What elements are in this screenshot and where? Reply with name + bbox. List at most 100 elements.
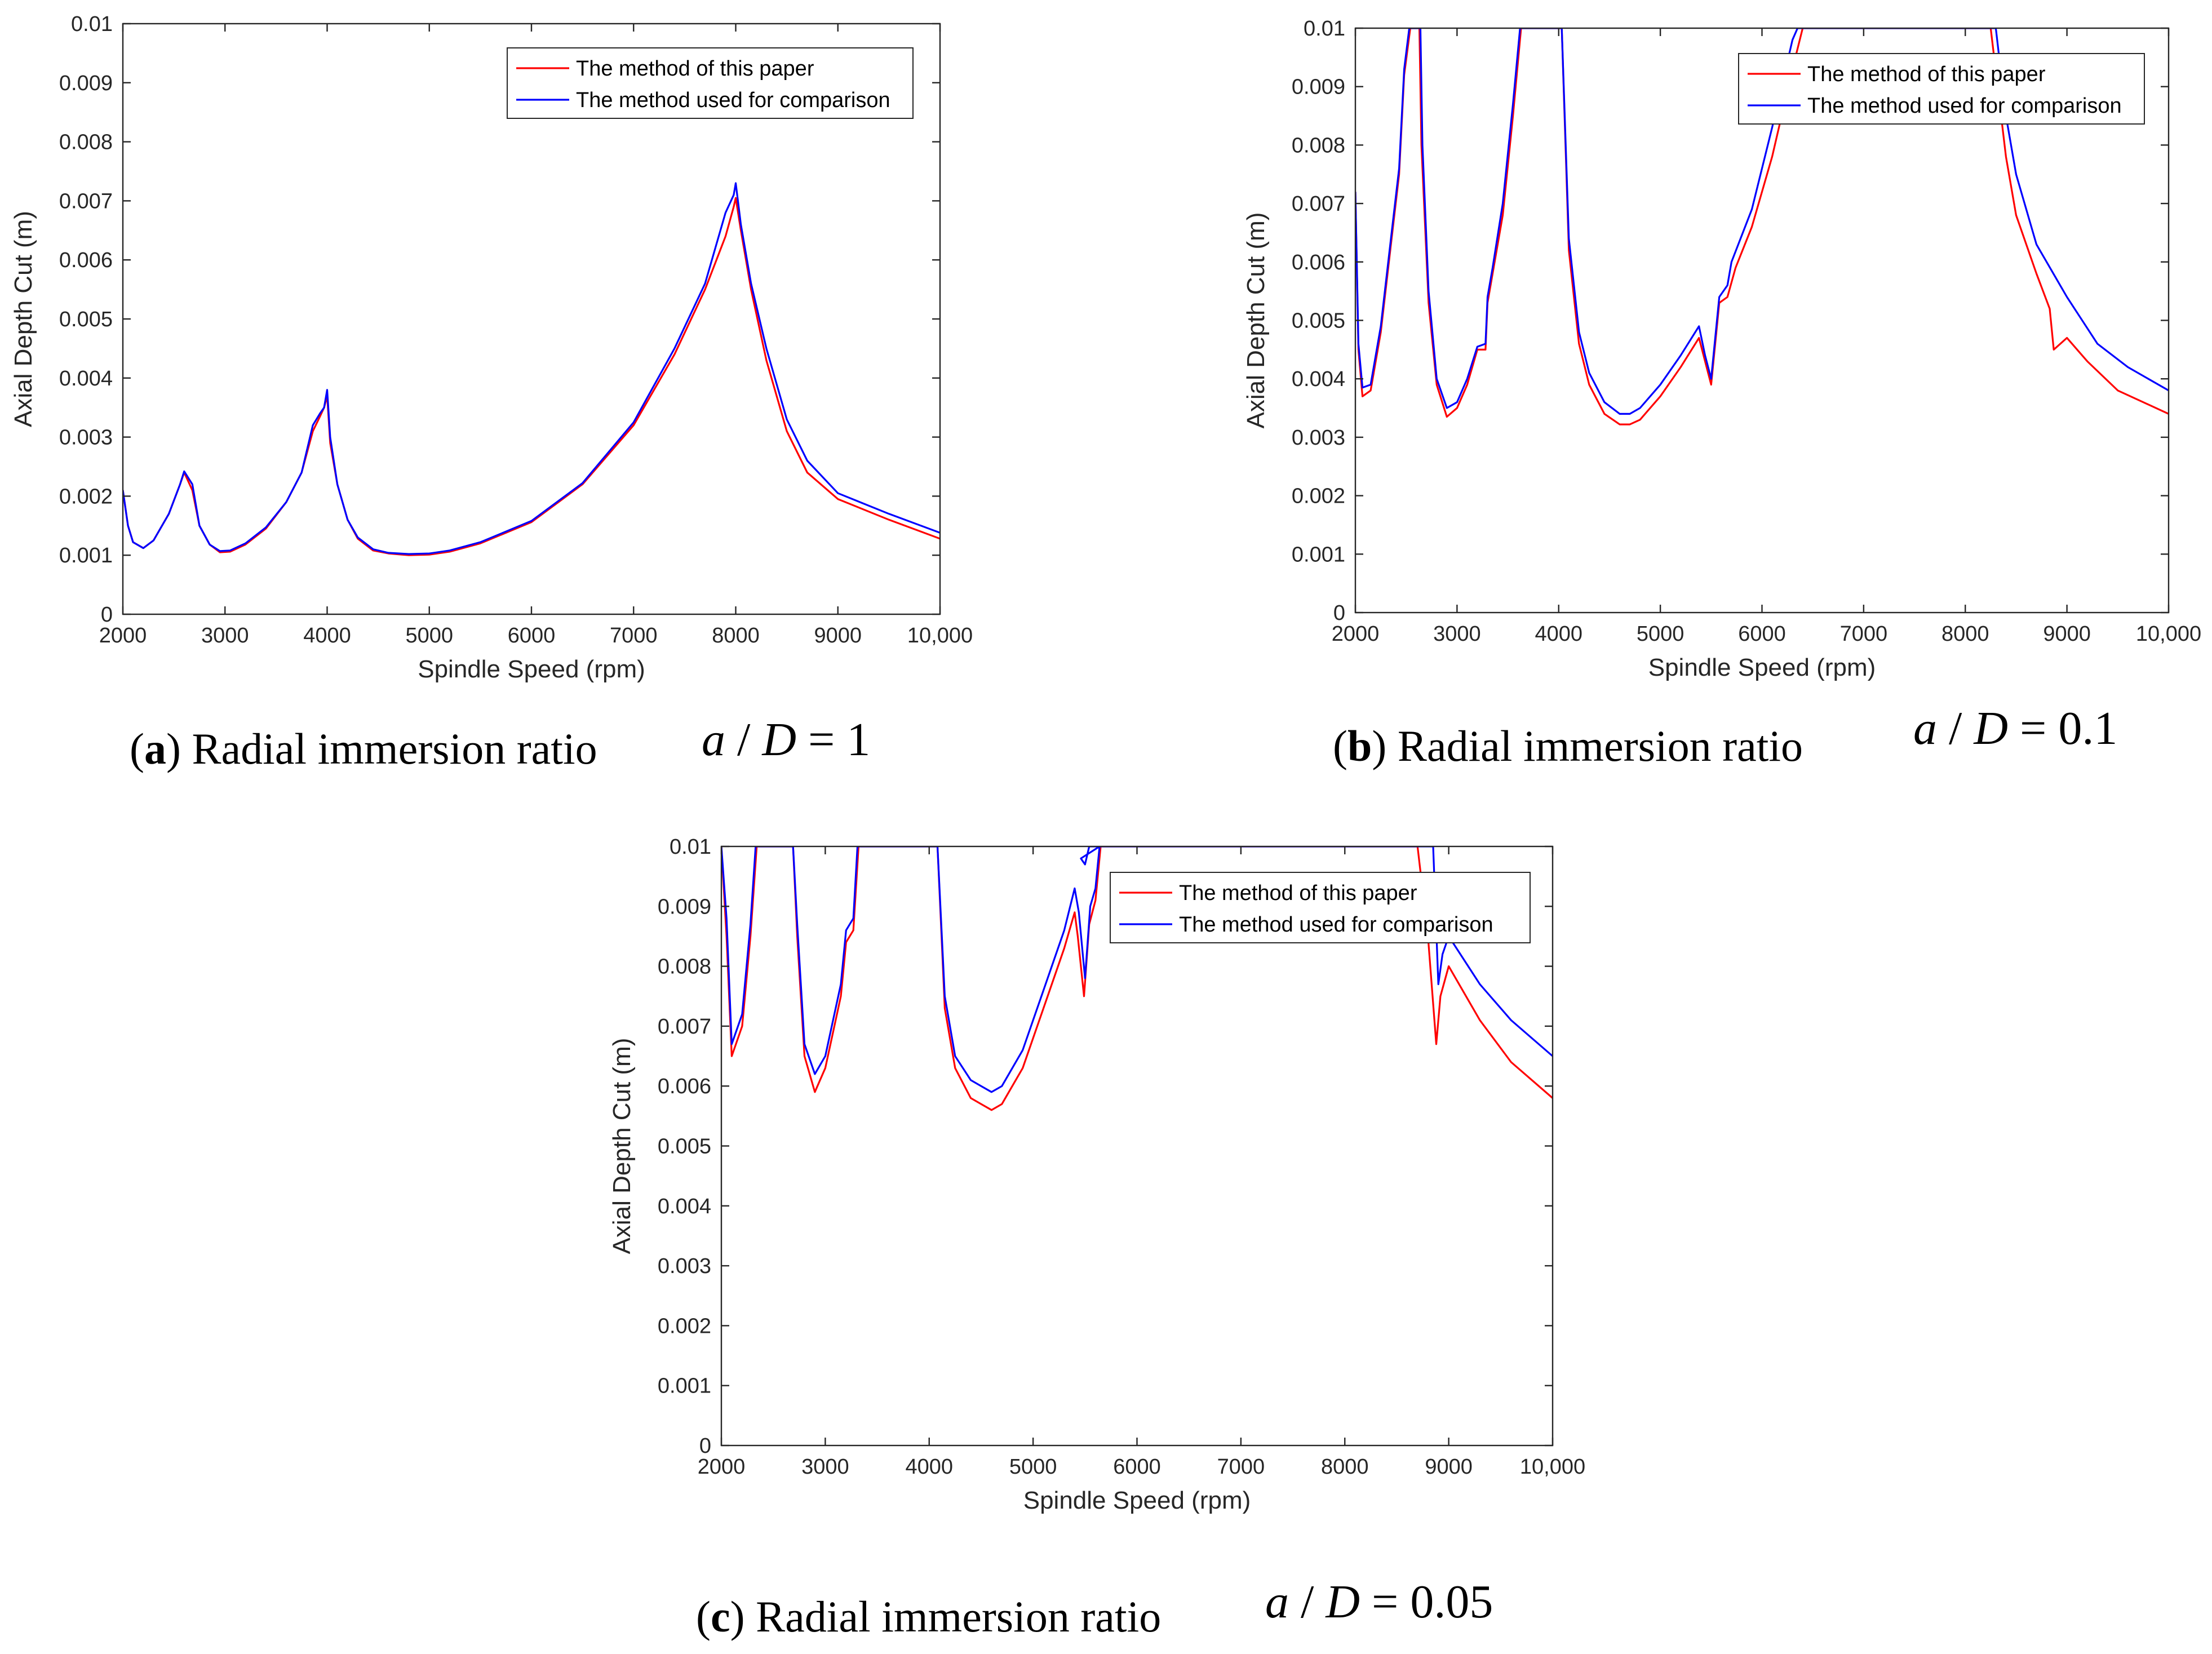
panel-c-y-tick-label: 0.002 — [658, 1314, 711, 1338]
panel-b-x-tick-label: 3000 — [1433, 622, 1481, 646]
panel-b-legend-label: The method of this paper — [1807, 63, 2046, 86]
panel-c-legend-box — [1110, 872, 1531, 943]
panel-a-y-tick-label: 0.01 — [71, 12, 113, 36]
panel-b-x-axis-title: Spindle Speed (rpm) — [1648, 654, 1876, 681]
panel-c-x-tick-label: 6000 — [1113, 1455, 1161, 1479]
panel-a-x-tick-label: 8000 — [712, 624, 760, 648]
panel-b-x-tick-label: 7000 — [1840, 622, 1888, 646]
panel-a-caption-math-value: 1 — [846, 713, 870, 766]
panel-b-series-line-comparison — [1355, 28, 2169, 415]
panel-a-y-tick-label: 0 — [101, 603, 113, 627]
panel-c-y-tick-label: 0.008 — [658, 955, 711, 979]
panel-c-y-axis-title: Axial Depth Cut (m) — [608, 1038, 636, 1254]
panel-b-legend-label: The method used for comparison — [1807, 94, 2122, 118]
panel-c-series-line-comparison — [721, 846, 1553, 1093]
panel-c-plot-area — [721, 846, 1553, 1445]
panel-a-x-axis-title: Spindle Speed (rpm) — [418, 655, 645, 683]
panel-c-y-tick-label: 0 — [699, 1434, 711, 1458]
panel-c-legend-label: The method of this paper — [1179, 881, 1417, 905]
panel-a-caption-text: Radial immersion ratio — [192, 724, 597, 773]
panel-b-y-tick-label: 0.001 — [1292, 543, 1345, 566]
panel-a-y-tick-label: 0.006 — [59, 249, 113, 272]
panel-a-plot-area — [123, 24, 940, 614]
panel-b-legend-box — [1738, 53, 2145, 125]
panel-b-x-tick-label: 4000 — [1535, 622, 1582, 646]
panel-c-y-tick-label: 0.003 — [658, 1254, 711, 1278]
panel-b: 2000 3000 4000 5000 6000 7000 8000 9000 10,000 0 0… — [1242, 17, 2201, 770]
panel-b-y-tick-label: 0.004 — [1292, 367, 1345, 391]
panel-c-y-tick-label: 0.004 — [658, 1195, 711, 1218]
panel-c-caption-text: Radial immersion ratio — [756, 1592, 1161, 1641]
panel-b-y-axis-title: Axial Depth Cut (m) — [1242, 212, 1270, 429]
panel-a-y-tick-label: 0.004 — [59, 367, 113, 391]
panel-a-x-tick-label: 6000 — [508, 624, 556, 648]
panel-a-x-tick-label: 3000 — [201, 624, 249, 648]
panel-b-x-tick-label: 8000 — [1941, 622, 1989, 646]
panel-b-y-tick-label: 0.01 — [1304, 17, 1345, 41]
panel-c-y-tick-label: 0.005 — [658, 1135, 711, 1159]
panel-a-legend-label: The method used for comparison — [576, 88, 890, 112]
panel-b-y-tick-label: 0.007 — [1292, 192, 1345, 216]
panel-b-x-tick-label: 10,000 — [2136, 622, 2201, 646]
panel-a-y-tick-label: 0.007 — [59, 189, 113, 213]
panel-b-legend: The method of this paper The method used … — [1738, 53, 2145, 125]
panel-c-x-tick-label: 5000 — [1009, 1455, 1057, 1479]
panel-a-x-tick-label: 9000 — [814, 624, 862, 648]
panel-a-caption-label: a — [144, 724, 166, 773]
panel-a-legend-box — [507, 47, 914, 119]
panel-b-y-tick-label: 0.009 — [1292, 76, 1345, 99]
panel-b-y-tick-label: 0.003 — [1292, 426, 1345, 450]
panel-a-series-line-comparison — [123, 182, 940, 555]
panel-b-x-tick-label: 9000 — [2043, 622, 2091, 646]
panel-c-y-tick-label: 0.001 — [658, 1374, 711, 1398]
panel-b-y-tick-label: 0.006 — [1292, 251, 1345, 274]
panel-a-x-tick-label: 4000 — [303, 624, 351, 648]
panel-b-caption-math-value: 0.1 — [2058, 702, 2117, 755]
panel-a-y-tick-label: 0.001 — [59, 544, 113, 567]
panel-b-caption: (b) Radial immersion ratio — [1333, 721, 1803, 770]
panel-a-y-axis-title: Axial Depth Cut (m) — [10, 211, 37, 427]
panel-c-legend-label: The method used for comparison — [1179, 913, 1493, 937]
panel-c-x-axis-title: Spindle Speed (rpm) — [1023, 1487, 1251, 1514]
panel-b-y-tick-label: 0.002 — [1292, 485, 1345, 508]
panel-c-x-tick-label: 9000 — [1425, 1455, 1473, 1479]
panel-c-y-tick-label: 0.009 — [658, 895, 711, 919]
panel-b-caption-text: Radial immersion ratio — [1398, 721, 1803, 770]
panel-c-caption-math-value: 0.05 — [1410, 1576, 1493, 1628]
panel-c-y-tick-label: 0.01 — [670, 835, 711, 859]
panel-c-x-tick-label: 2000 — [698, 1455, 746, 1479]
panel-c-y-tick-label: 0.007 — [658, 1015, 711, 1039]
panel-a-x-tick-label: 7000 — [610, 624, 658, 648]
panel-c-y-tick-label: 0.006 — [658, 1075, 711, 1098]
panel-a-x-tick-label: 2000 — [99, 624, 147, 648]
panel-a-y-tick-label: 0.003 — [59, 426, 113, 450]
panel-b-x-tick-label: 6000 — [1738, 622, 1786, 646]
panel-b-x-tick-label: 5000 — [1637, 622, 1685, 646]
panel-c-x-tick-label: 10,000 — [1520, 1455, 1585, 1479]
panel-c: 2000 3000 4000 5000 6000 7000 8000 9000 10,000 0 0… — [608, 835, 1585, 1641]
panel-c-caption-label: c — [711, 1592, 730, 1641]
panel-a-legend: The method of this paper The method used … — [507, 47, 914, 119]
panel-a-caption: (a) Radial immersion ratio — [130, 724, 597, 773]
panel-a-y-tick-label: 0.008 — [59, 131, 113, 154]
panel-c-caption-math: a / D = 0.05 — [1265, 1576, 1493, 1628]
panel-a: 2000 3000 4000 5000 6000 7000 8000 9000 10,000 0 0… — [10, 12, 973, 773]
panel-a-y-tick-label: 0.009 — [59, 72, 113, 95]
panel-b-y-tick-label: 0.008 — [1292, 134, 1345, 157]
panel-a-caption-math: a / D = 1 — [702, 713, 870, 766]
panel-a-y-tick-label: 0.005 — [59, 308, 113, 331]
panel-b-caption-label: b — [1347, 721, 1372, 770]
panel-b-plot-area — [1355, 28, 2169, 613]
panel-b-y-tick-label: 0.005 — [1292, 309, 1345, 333]
panel-a-y-tick-label: 0.002 — [59, 485, 113, 508]
panel-c-x-tick-label: 3000 — [801, 1455, 849, 1479]
panel-a-x-tick-label: 5000 — [405, 624, 453, 648]
panel-b-caption-math: a / D = 0.1 — [1913, 702, 2117, 755]
panel-b-y-tick-label: 0 — [1333, 601, 1345, 625]
panel-a-legend-label: The method of this paper — [576, 57, 814, 81]
panel-c-caption: (c) Radial immersion ratio — [696, 1592, 1161, 1641]
panel-c-x-tick-label: 7000 — [1217, 1455, 1265, 1479]
panel-c-x-tick-label: 4000 — [905, 1455, 953, 1479]
panel-b-x-tick-label: 2000 — [1332, 622, 1380, 646]
